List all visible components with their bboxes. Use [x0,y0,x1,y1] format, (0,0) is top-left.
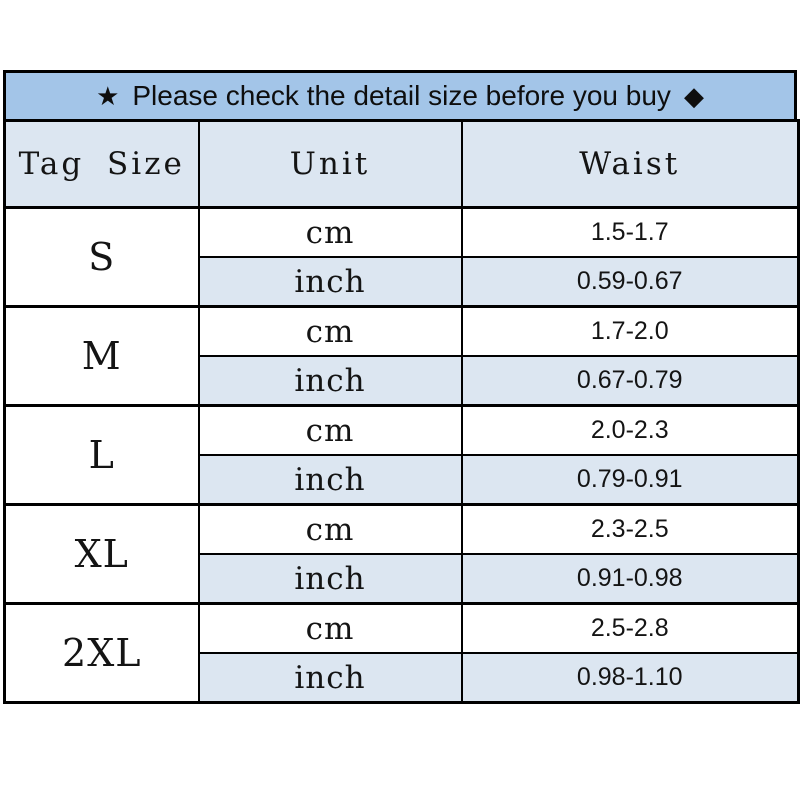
size-chart: ★ Please check the detail size before yo… [3,70,800,704]
size-label-2xl: 2XL [3,602,200,704]
size-label-m: M [3,305,200,407]
waist-cm-value: 2.3-2.5 [460,503,800,555]
unit-cm-label: cm [197,305,463,357]
waist-inch-value: 0.67-0.79 [460,355,800,407]
size-label-xl: XL [3,503,200,605]
table-row: inch 0.79-0.91 [5,454,800,506]
header-unit: Unit [197,119,463,209]
waist-inch-value: 0.98-1.10 [460,652,800,704]
header-waist: Waist [460,119,800,209]
unit-inch-label: inch [197,454,463,506]
banner-text: Please check the detail size before you … [132,80,671,111]
waist-inch-value: 0.59-0.67 [460,256,800,308]
table-row: inch 0.91-0.98 [5,553,800,605]
waist-inch-value: 0.91-0.98 [460,553,800,605]
size-label-s: S [3,206,200,308]
table-row: inch 0.59-0.67 [5,256,800,308]
header-tag-size: Tag Size [3,119,200,209]
unit-inch-label: inch [197,553,463,605]
star-icon: ★ [96,81,120,111]
waist-cm-value: 1.5-1.7 [460,206,800,258]
table-row: inch 0.98-1.10 [5,652,800,704]
table-row: 2XL cm 2.5-2.8 [3,602,800,704]
size-table: Tag Size Unit Waist S cm 1.5-1.7 inch 0.… [3,119,800,704]
size-label-l: L [3,404,200,506]
table-row: XL cm 2.3-2.5 [3,503,800,605]
diamond-icon: ◆ [683,81,704,111]
banner: ★ Please check the detail size before yo… [3,70,797,122]
table-row: L cm 2.0-2.3 [3,404,800,506]
waist-inch-value: 0.79-0.91 [460,454,800,506]
table-row: S cm 1.5-1.7 [3,206,800,308]
table-row: M cm 1.7-2.0 [3,305,800,407]
unit-cm-label: cm [197,206,463,258]
waist-cm-value: 1.7-2.0 [460,305,800,357]
unit-cm-label: cm [197,602,463,654]
unit-inch-label: inch [197,355,463,407]
unit-inch-label: inch [197,256,463,308]
header-row: Tag Size Unit Waist [3,119,800,209]
waist-cm-value: 2.0-2.3 [460,404,800,456]
unit-inch-label: inch [197,652,463,704]
waist-cm-value: 2.5-2.8 [460,602,800,654]
table-row: inch 0.67-0.79 [5,355,800,407]
unit-cm-label: cm [197,404,463,456]
unit-cm-label: cm [197,503,463,555]
